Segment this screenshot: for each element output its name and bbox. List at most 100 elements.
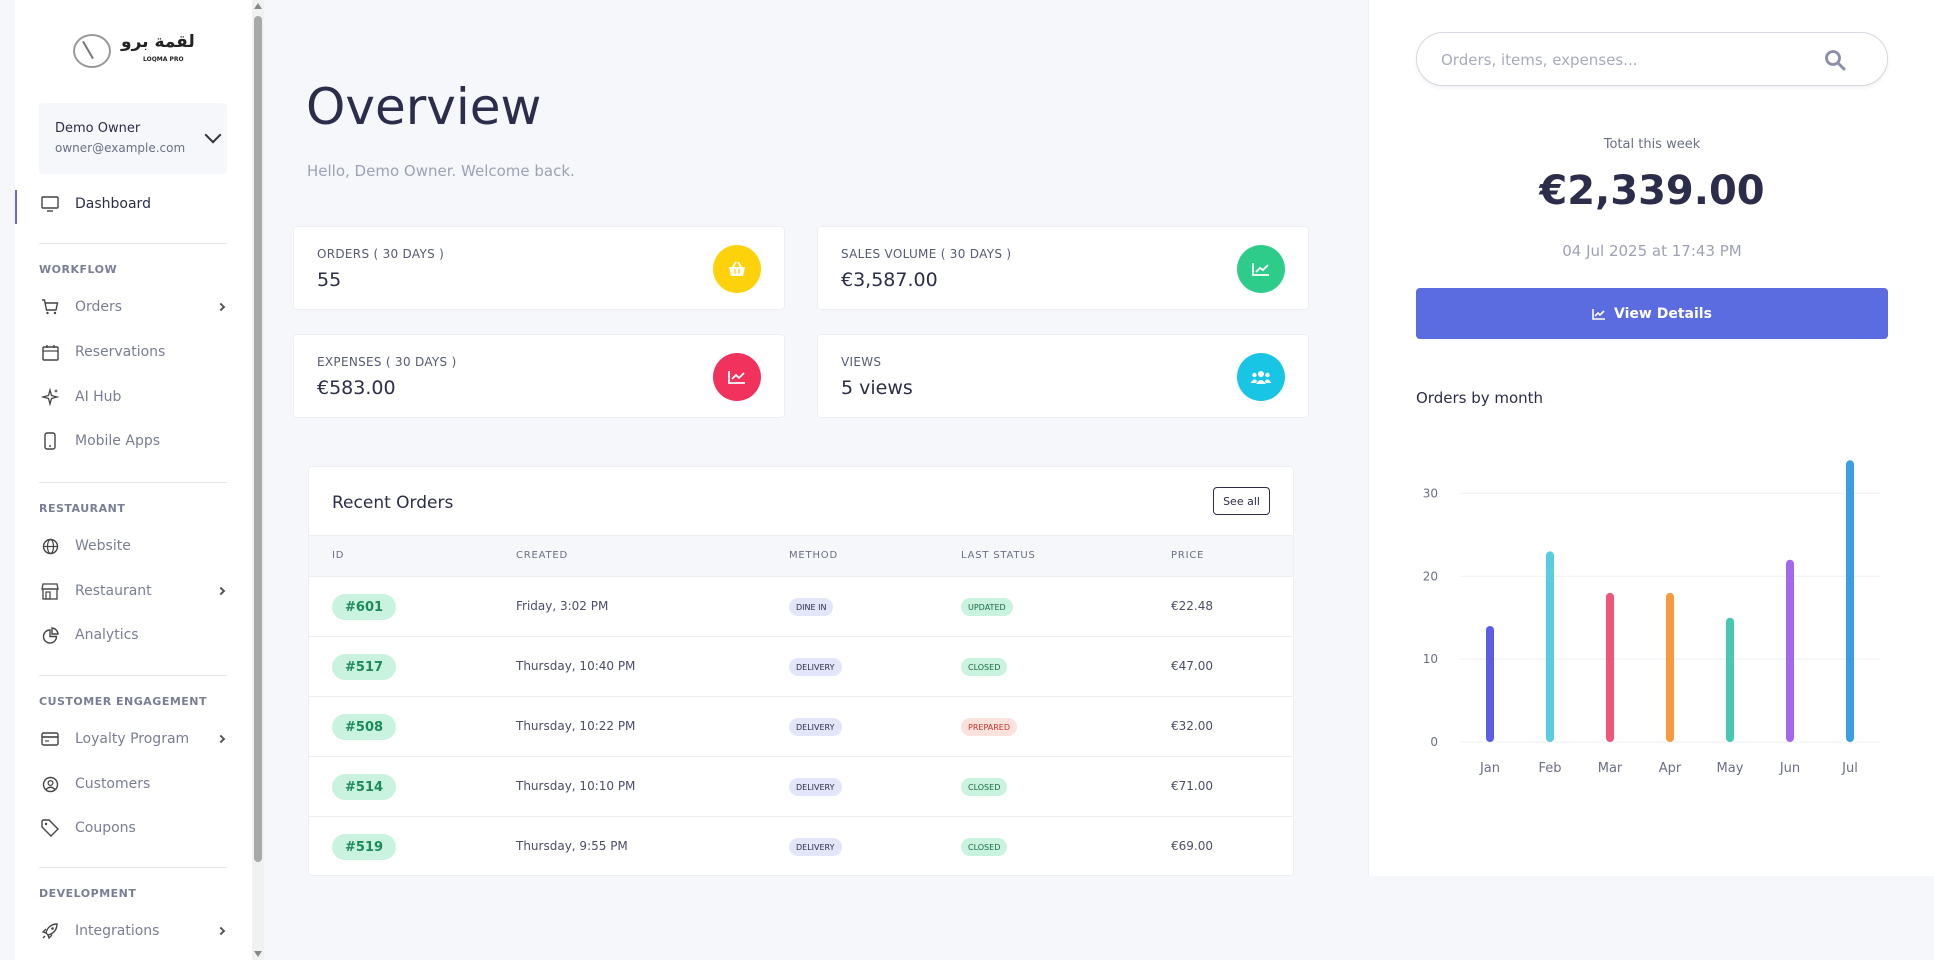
logo[interactable]: لقمة برو LOQMA PRO — [73, 30, 203, 74]
sidebar-item-website[interactable]: Website — [15, 528, 252, 564]
divider — [39, 867, 227, 868]
total-value: €2,339.00 — [1539, 168, 1765, 214]
order-price: €22.48 — [1171, 599, 1213, 613]
basket-icon — [713, 245, 761, 293]
sidebar-item-mobile-apps[interactable]: Mobile Apps — [15, 423, 252, 459]
sidebar-item-label: Website — [75, 538, 131, 554]
sidebar-section-heading: CUSTOMER ENGAGEMENT — [39, 695, 208, 708]
chevron-right-icon — [216, 302, 226, 312]
view-details-button[interactable]: View Details — [1416, 288, 1888, 339]
chart-bar-may[interactable] — [1726, 617, 1734, 742]
column-header-id: ID — [332, 550, 345, 561]
orders-by-month-chart: 0 10 20 30 Jan Feb Mar Apr May Jun Jul — [1423, 460, 1880, 776]
order-price: €32.00 — [1171, 719, 1213, 733]
sidebar-item-loyalty-program[interactable]: Loyalty Program — [15, 721, 252, 757]
y-tick-label: 20 — [1423, 569, 1438, 583]
sidebar-item-label: Coupons — [75, 820, 136, 836]
order-method-badge: DELIVERY — [789, 658, 842, 676]
table-row[interactable]: #601 Friday, 3:02 PM DINE IN UPDATED €22.48 — [309, 577, 1293, 637]
stat-label: ORDERS ( 30 DAYS ) — [317, 247, 445, 261]
order-status-badge: PREPARED — [961, 718, 1017, 736]
sidebar-item-label: Reservations — [75, 344, 166, 360]
sidebar-item-integrations[interactable]: Integrations — [15, 913, 252, 949]
scrollbar-thumb[interactable] — [254, 16, 262, 862]
divider — [39, 243, 227, 244]
y-tick-label: 10 — [1423, 652, 1438, 666]
sidebar-item-label: Customers — [75, 776, 151, 792]
order-status-badge: CLOSED — [961, 658, 1008, 676]
total-date: 04 Jul 2025 at 17:43 PM — [1562, 242, 1742, 260]
sidebar-scrollbar[interactable] — [252, 0, 264, 960]
sidebar-item-restaurant[interactable]: Restaurant — [15, 573, 252, 609]
sparkle-icon — [41, 388, 59, 406]
stat-value: 5 views — [841, 377, 913, 399]
y-tick-label: 0 — [1430, 735, 1438, 749]
monitor-icon — [41, 195, 59, 213]
page-subtitle: Hello, Demo Owner. Welcome back. — [307, 162, 575, 180]
scroll-up-icon[interactable] — [254, 3, 262, 9]
sidebar-item-reservations[interactable]: Reservations — [15, 334, 252, 370]
sidebar-section-heading: WORKFLOW — [39, 263, 118, 276]
divider — [39, 675, 227, 676]
sidebar-item-customers[interactable]: Customers — [15, 766, 252, 802]
sidebar-item-label: Mobile Apps — [75, 433, 161, 449]
x-tick-label: Jul — [1841, 761, 1858, 776]
user-menu[interactable]: Demo Owner owner@example.com — [39, 103, 227, 174]
divider — [39, 482, 227, 483]
order-id-badge[interactable]: #519 — [332, 834, 397, 860]
order-created: Thursday, 10:40 PM — [516, 659, 636, 673]
chart-bar-feb[interactable] — [1546, 551, 1554, 742]
chart-bar-mar[interactable] — [1606, 592, 1614, 742]
order-id-badge[interactable]: #517 — [332, 654, 397, 680]
order-id-badge[interactable]: #601 — [332, 594, 397, 620]
calendar-icon — [41, 343, 59, 361]
tag-icon — [41, 819, 59, 837]
chart-bar-apr[interactable] — [1666, 592, 1674, 742]
stat-value: €3,587.00 — [841, 269, 938, 291]
table-row[interactable]: #517 Thursday, 10:40 PM DELIVERY CLOSED €47.… — [309, 637, 1293, 697]
sidebar-item-label: Integrations — [75, 923, 160, 939]
logo-arabic-text: لقمة برو — [121, 32, 195, 52]
sidebar-item-dashboard[interactable]: Dashboard — [15, 186, 252, 224]
table-row[interactable]: #519 Thursday, 9:55 PM DELIVERY CLOSED €69.0… — [309, 817, 1293, 877]
column-header-method: METHOD — [789, 550, 838, 561]
chevron-right-icon — [216, 734, 226, 744]
order-method-badge: DELIVERY — [789, 838, 842, 856]
x-tick-label: Apr — [1659, 761, 1682, 776]
users-icon — [1237, 353, 1285, 401]
chart-bar-jun[interactable] — [1786, 559, 1794, 742]
stat-label: VIEWS — [841, 355, 882, 369]
table-row[interactable]: #514 Thursday, 10:10 PM DELIVERY CLOSED €71.… — [309, 757, 1293, 817]
see-all-button[interactable]: See all — [1213, 487, 1270, 515]
stat-label: EXPENSES ( 30 DAYS ) — [317, 355, 457, 369]
sidebar-section-heading: RESTAURANT — [39, 502, 126, 515]
sidebar-item-analytics[interactable]: Analytics — [15, 617, 252, 653]
stat-label: SALES VOLUME ( 30 DAYS ) — [841, 247, 1012, 261]
order-method-badge: DELIVERY — [789, 718, 842, 736]
search-input[interactable] — [1441, 49, 1821, 71]
chart-up-icon — [1237, 245, 1285, 293]
user-name: Demo Owner — [55, 121, 141, 136]
order-status-badge: CLOSED — [961, 778, 1008, 796]
sidebar-item-orders[interactable]: Orders — [15, 289, 252, 325]
order-status-badge: UPDATED — [961, 598, 1013, 616]
sidebar-item-ai-hub[interactable]: AI Hub — [15, 379, 252, 415]
sidebar-section-heading: DEVELOPMENT — [39, 887, 137, 900]
order-id-badge[interactable]: #514 — [332, 774, 397, 800]
search-icon[interactable] — [1823, 48, 1847, 72]
chart-bar-jul[interactable] — [1846, 460, 1854, 742]
chart-title: Orders by month — [1416, 389, 1544, 407]
sidebar-item-coupons[interactable]: Coupons — [15, 810, 252, 846]
column-header-created: CREATED — [516, 550, 569, 561]
chevron-down-icon — [204, 126, 222, 144]
stat-card-views: VIEWS 5 views — [817, 334, 1309, 418]
pie-chart-icon — [41, 626, 59, 644]
scroll-down-icon[interactable] — [254, 951, 262, 957]
globe-icon — [41, 537, 59, 555]
stat-card-expenses: EXPENSES ( 30 DAYS ) €583.00 — [293, 334, 785, 418]
table-row[interactable]: #508 Thursday, 10:22 PM DELIVERY PREPARED €3… — [309, 697, 1293, 757]
rocket-icon — [41, 922, 59, 940]
order-id-badge[interactable]: #508 — [332, 714, 397, 740]
chart-bar-jan[interactable] — [1486, 626, 1494, 742]
x-tick-label: Feb — [1538, 761, 1561, 776]
